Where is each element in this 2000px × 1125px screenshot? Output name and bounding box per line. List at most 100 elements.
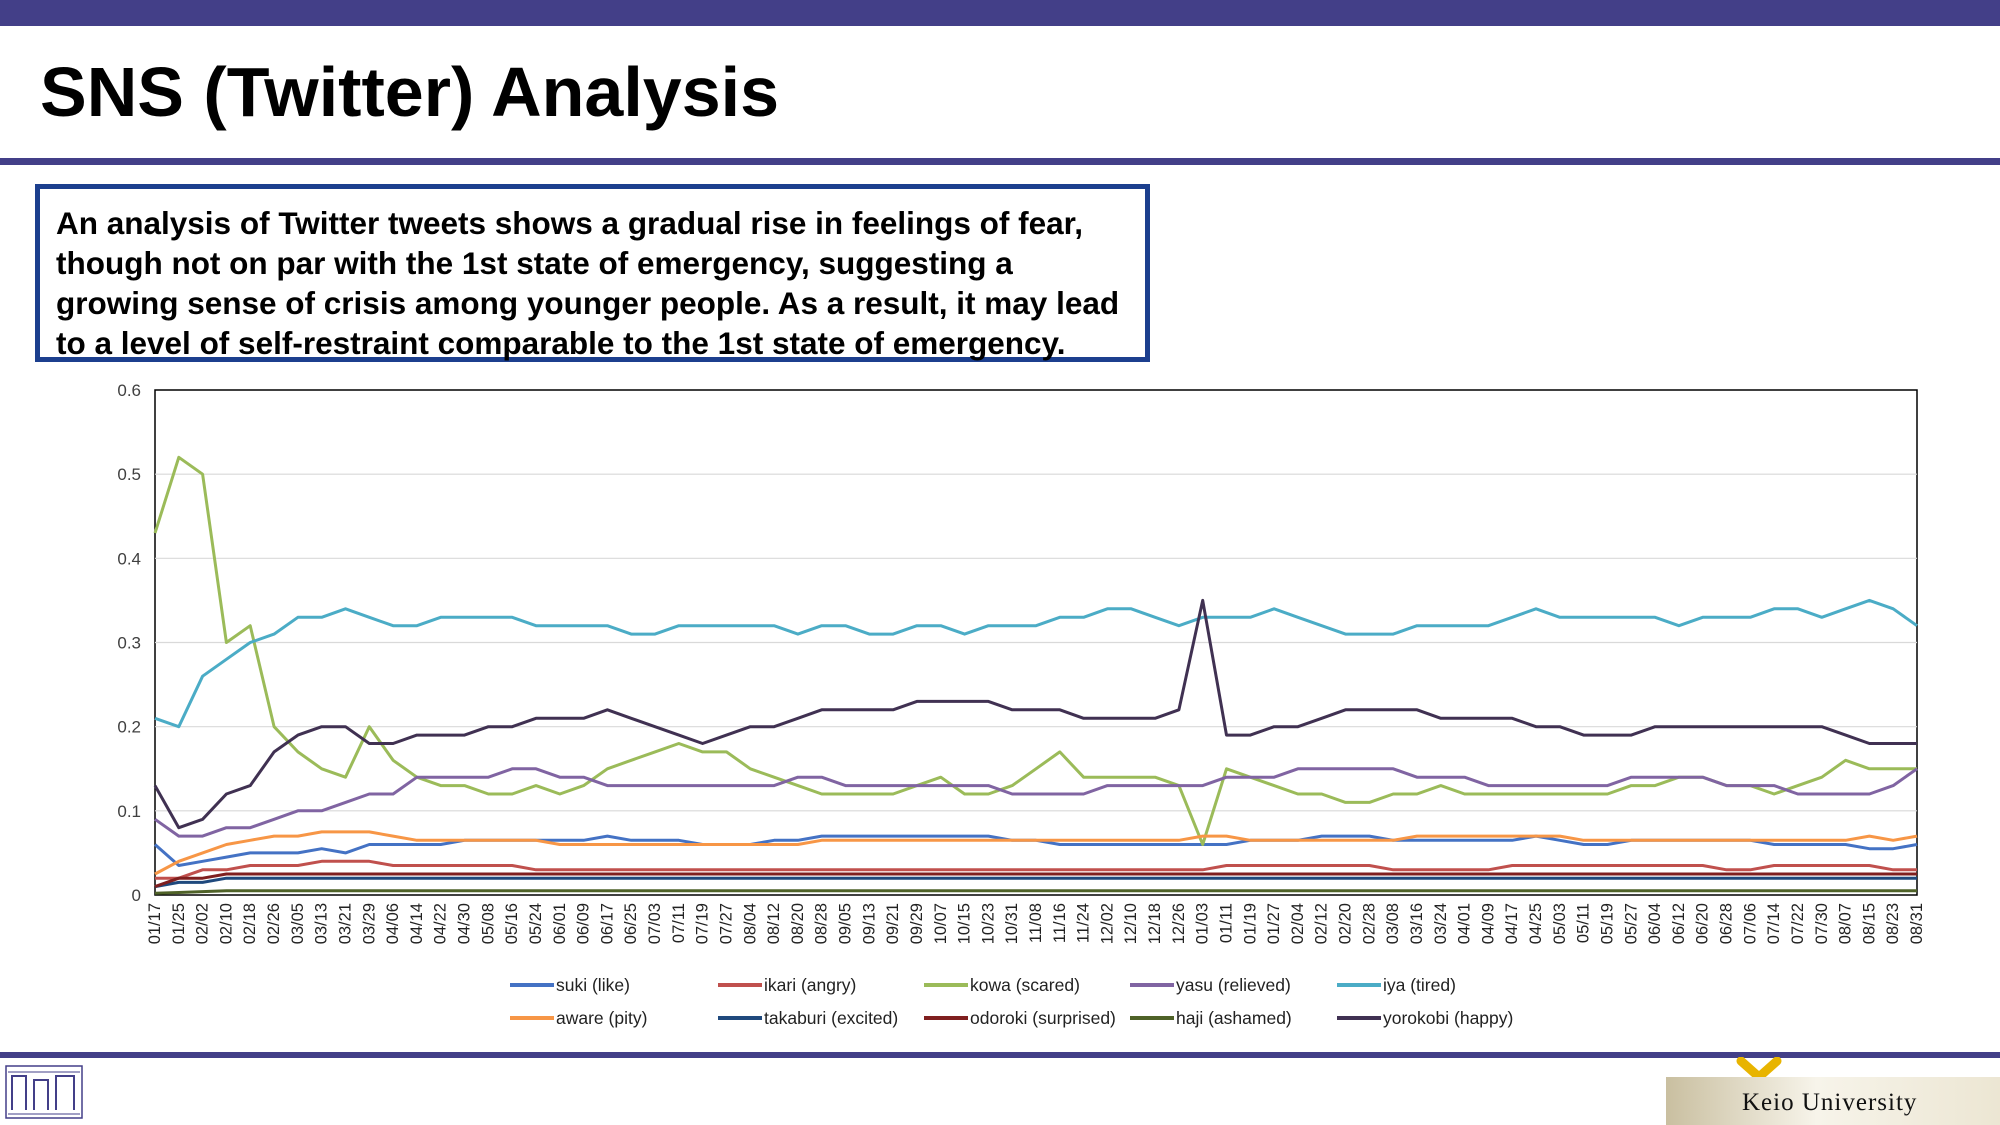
legend-label: takaburi (excited): [764, 1008, 898, 1028]
series-line-8: [154, 889, 1917, 895]
series-line-1: [155, 859, 1917, 880]
x-tick-label: 06/28: [1718, 903, 1736, 944]
x-tick-label: 07/06: [1741, 903, 1759, 944]
x-tick-label: 03/24: [1432, 903, 1450, 944]
legend-label: odoroki (surprised): [970, 1008, 1116, 1028]
legend-label: kowa (scared): [970, 975, 1080, 995]
x-tick-label: 04/14: [408, 903, 426, 944]
x-tick-label: 06/04: [1646, 903, 1664, 944]
x-tick-label: 12/26: [1170, 903, 1188, 944]
x-tick-label: 02/02: [194, 903, 212, 944]
x-tick-label: 09/29: [908, 903, 926, 944]
x-tick-label: 04/17: [1503, 903, 1521, 944]
x-tick-label: 05/11: [1575, 903, 1593, 943]
x-tick-label: 12/02: [1098, 903, 1116, 944]
top-accent-bar: [0, 0, 2000, 26]
legend-label: yorokobi (happy): [1383, 1008, 1513, 1028]
x-tick-label: 06/25: [622, 903, 640, 944]
summary-box: An analysis of Twitter tweets shows a gr…: [35, 184, 1150, 362]
x-tick-label: 05/03: [1551, 903, 1569, 944]
y-tick-label: 0: [132, 886, 141, 905]
summary-text: An analysis of Twitter tweets shows a gr…: [56, 205, 1120, 361]
y-tick-label: 0.4: [117, 549, 141, 568]
x-tick-label: 03/05: [289, 903, 307, 944]
series-line-9: [153, 598, 1917, 830]
x-tick-label: 08/31: [1908, 903, 1926, 944]
series-line-6: [154, 876, 1917, 889]
x-tick-label: 08/04: [741, 903, 759, 944]
x-tick-label: 10/15: [956, 903, 974, 944]
y-axis: 0 0.1 0.2 0.3 0.4 0.5 0.6: [117, 381, 141, 905]
x-tick-label: 11/08: [1027, 903, 1045, 943]
emotion-line-chart: 0 0.1 0.2 0.3 0.4 0.5 0.6 01/17 01/25 02/02 02/10…: [117, 381, 1926, 1028]
x-tick-label: 04/25: [1527, 903, 1545, 944]
series-lines: [153, 455, 1918, 895]
series-line-5: [154, 830, 1918, 876]
x-tick-label: 03/21: [336, 903, 354, 944]
x-tick-label: 01/03: [1194, 903, 1212, 944]
x-tick-label: 04/01: [1456, 903, 1474, 944]
x-tick-label: 10/31: [1003, 903, 1021, 944]
x-tick-label: 02/10: [217, 903, 235, 944]
x-tick-label: 03/08: [1384, 903, 1402, 944]
x-tick-label: 07/11: [670, 903, 688, 943]
x-tick-label: 03/16: [1408, 903, 1426, 944]
x-axis: 01/17 01/25 02/02 02/10 02/18 02/26 03/05 03/13…: [146, 903, 1926, 944]
x-tick-label: 06/09: [575, 903, 593, 944]
series-line-4: [154, 598, 1918, 729]
x-tick-label: 02/26: [265, 903, 283, 944]
institution-logo-icon: [5, 1065, 83, 1119]
x-tick-label: 10/23: [979, 903, 997, 944]
x-tick-label: 04/22: [432, 903, 450, 944]
series-line-2: [153, 455, 1917, 846]
y-tick-label: 0.6: [117, 381, 141, 400]
x-tick-label: 07/03: [646, 903, 664, 944]
x-tick-label: 02/04: [1289, 903, 1307, 944]
x-tick-label: 06/20: [1694, 903, 1712, 944]
x-tick-label: 05/24: [527, 903, 545, 944]
x-tick-label: 08/20: [789, 903, 807, 944]
x-tick-label: 02/12: [1313, 903, 1331, 944]
x-tick-label: 06/01: [551, 903, 569, 944]
y-tick-label: 0.2: [117, 718, 141, 737]
x-tick-label: 05/16: [503, 903, 521, 944]
x-tick-label: 05/27: [1622, 903, 1640, 944]
x-tick-label: 08/23: [1884, 903, 1902, 944]
x-tick-label: 08/07: [1837, 903, 1855, 944]
x-tick-label: 03/13: [313, 903, 331, 944]
legend-label: aware (pity): [556, 1008, 647, 1028]
x-tick-label: 04/06: [384, 903, 402, 944]
legend-label: ikari (angry): [764, 975, 856, 995]
legend: suki (like) ikari (angry) kowa (scared) yas…: [510, 975, 1513, 1028]
series-line-7: [154, 872, 1917, 889]
x-tick-label: 01/19: [1241, 903, 1259, 944]
x-tick-label: 04/30: [456, 903, 474, 944]
gridlines: [155, 473, 1917, 812]
y-tick-label: 0.1: [117, 802, 141, 821]
x-tick-label: 10/07: [932, 903, 950, 944]
x-tick-label: 07/27: [717, 903, 735, 944]
x-tick-label: 07/19: [694, 903, 712, 944]
x-tick-label: 07/14: [1765, 903, 1783, 944]
title-divider: [0, 158, 2000, 165]
x-tick-label: 07/30: [1813, 903, 1831, 944]
x-tick-label: 08/12: [765, 903, 783, 944]
y-tick-label: 0.3: [117, 634, 141, 653]
legend-label: haji (ashamed): [1176, 1008, 1292, 1028]
x-tick-label: 09/13: [860, 903, 878, 944]
y-tick-label: 0.5: [117, 465, 141, 484]
x-tick-label: 04/09: [1479, 903, 1497, 944]
footer-org-banner: Keio University: [1666, 1077, 2000, 1125]
x-tick-label: 01/11: [1217, 903, 1235, 943]
x-tick-label: 01/17: [146, 903, 164, 944]
legend-label: suki (like): [556, 975, 630, 995]
x-tick-label: 09/21: [884, 903, 902, 944]
x-tick-label: 06/12: [1670, 903, 1688, 944]
x-tick-label: 08/15: [1860, 903, 1878, 944]
x-tick-label: 12/10: [1122, 903, 1140, 944]
legend-label: yasu (relieved): [1176, 975, 1291, 995]
x-tick-label: 01/25: [170, 903, 188, 944]
x-tick-label: 09/05: [837, 903, 855, 944]
footer-divider: [0, 1052, 2000, 1058]
x-tick-label: 08/28: [813, 903, 831, 944]
